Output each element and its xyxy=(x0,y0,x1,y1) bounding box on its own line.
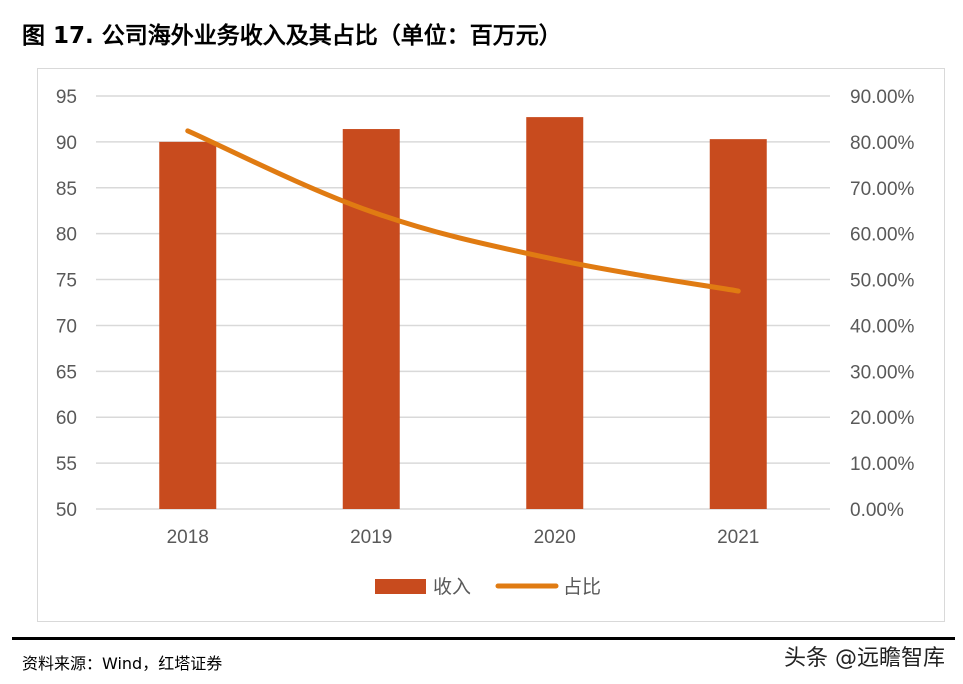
right-axis-tick-label: 70.00% xyxy=(850,179,915,200)
bar-2019 xyxy=(342,129,400,510)
right-axis-tick-label: 30.00% xyxy=(850,362,915,383)
footer-divider xyxy=(12,637,955,640)
legend-label-revenue: 收入 xyxy=(433,576,471,598)
right-axis-tick-label: 40.00% xyxy=(850,316,915,337)
left-axis-tick-label: 85 xyxy=(56,179,77,200)
chart-frame xyxy=(37,68,945,622)
left-axis-tick-label: 70 xyxy=(56,316,77,337)
bar-2021 xyxy=(709,139,767,509)
right-axis-tick-label: 0.00% xyxy=(850,500,904,521)
figure-title: 图 17. 公司海外业务收入及其占比（单位：百万元） xyxy=(22,23,562,49)
x-axis-tick-label: 2021 xyxy=(717,527,759,548)
x-axis-tick-label: 2019 xyxy=(350,527,392,548)
right-axis-tick-label: 10.00% xyxy=(850,454,915,475)
left-axis-tick-label: 55 xyxy=(56,454,77,475)
right-axis-tick-label: 20.00% xyxy=(850,408,915,429)
x-axis-tick-label: 2020 xyxy=(534,527,576,548)
right-axis-tick-label: 80.00% xyxy=(850,133,915,154)
share-line xyxy=(185,128,741,294)
watermark: 头条 @远瞻智库 xyxy=(784,646,945,671)
right-axis-tick-label: 50.00% xyxy=(850,271,915,292)
legend-swatch-revenue xyxy=(375,579,426,594)
left-axis-tick-label: 75 xyxy=(56,271,77,292)
left-axis-tick-label: 95 xyxy=(56,87,77,108)
left-axis-tick-label: 80 xyxy=(56,225,77,246)
source-note: 资料来源：Wind，红塔证券 xyxy=(22,654,223,673)
left-axis-tick-label: 50 xyxy=(56,500,77,521)
bar-2020 xyxy=(526,117,584,509)
bar-2018 xyxy=(159,141,217,509)
left-axis-tick-label: 60 xyxy=(56,408,77,429)
right-axis-tick-label: 60.00% xyxy=(850,225,915,246)
x-axis-tick-label: 2018 xyxy=(167,527,209,548)
left-axis-tick-label: 65 xyxy=(56,362,77,383)
left-axis-tick-label: 90 xyxy=(56,133,77,154)
legend-label-share: 占比 xyxy=(563,576,601,598)
right-axis-tick-label: 90.00% xyxy=(850,87,915,108)
